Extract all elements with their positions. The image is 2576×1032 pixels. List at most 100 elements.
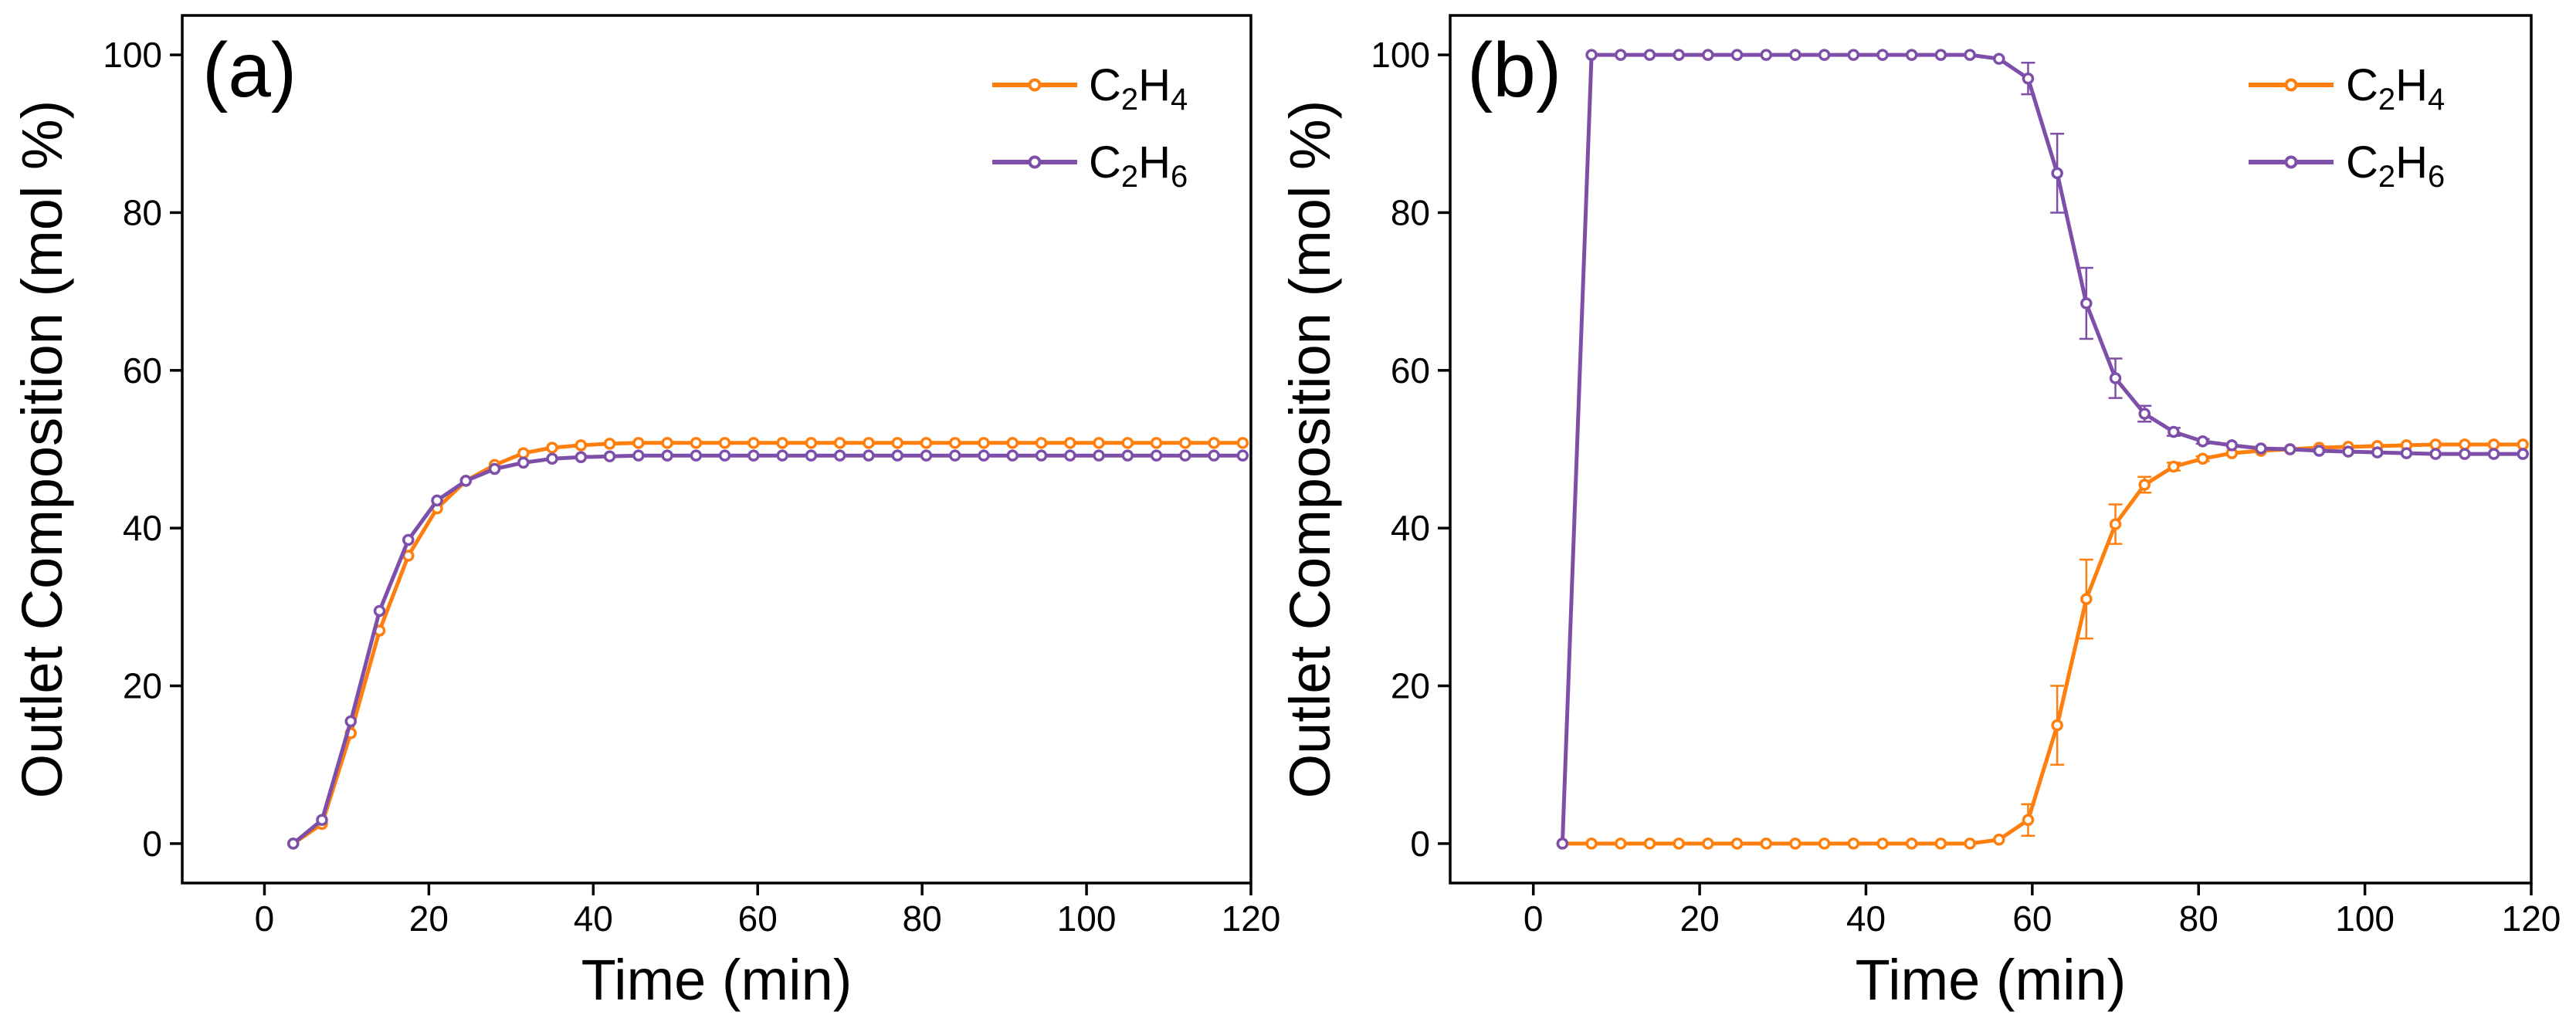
data-point-c2h4	[2487, 438, 2500, 451]
legend-label-c2h4-a: C2H4	[1089, 60, 1188, 117]
data-point-c2h6	[1847, 49, 1860, 61]
data-point-c2h6	[431, 494, 443, 507]
data-point-c2h4	[1585, 837, 1598, 850]
data-point-c2h4	[1702, 837, 1714, 850]
data-point-c2h6	[2196, 435, 2209, 448]
data-point-c2h4	[2080, 593, 2093, 605]
data-point-c2h4	[1673, 837, 1685, 850]
data-point-c2h6	[546, 452, 558, 465]
data-point-c2h4	[1121, 437, 1134, 449]
legend-b: C2H4 C2H6	[2249, 60, 2445, 194]
data-point-c2h6	[718, 449, 731, 462]
data-point-c2h6	[1760, 49, 1772, 61]
legend-marker-c2h4-a	[1028, 78, 1042, 92]
data-point-c2h4	[2459, 438, 2471, 451]
data-point-c2h4	[2517, 438, 2529, 451]
data-point-c2h6	[1615, 49, 1627, 61]
data-point-c2h6	[373, 604, 386, 618]
x-tick-label: 60	[2012, 898, 2052, 939]
y-tick-label: 60	[1391, 350, 1430, 391]
data-point-c2h6	[2168, 425, 2180, 438]
x-axis-label-a: Time (min)	[581, 948, 852, 1012]
x-tick-label: 20	[1679, 898, 1719, 939]
data-point-c2h4	[2022, 814, 2035, 827]
data-point-c2h6	[1702, 49, 1714, 61]
series-line-c2h4	[292, 441, 1243, 845]
data-point-c2h4	[1934, 837, 1947, 850]
series-c2h6	[1556, 49, 2529, 850]
data-point-c2h4	[1150, 437, 1163, 449]
data-point-c2h6	[603, 450, 616, 462]
data-point-c2h4	[546, 442, 558, 454]
data-point-c2h6	[1035, 449, 1048, 462]
x-tick-label: 40	[1846, 898, 1886, 939]
legend-label-c2h6-b: C2H6	[2346, 137, 2445, 194]
data-point-c2h4	[1905, 837, 1918, 850]
panel-a: (a) Time (min) Outlet Composition (mol %…	[10, 14, 1280, 1012]
data-point-c2h6	[2255, 442, 2267, 455]
data-point-c2h6	[402, 533, 415, 546]
plot-frame-a	[181, 14, 1252, 885]
data-point-c2h4	[603, 438, 616, 450]
x-tick-label: 0	[255, 898, 275, 939]
data-point-c2h6	[1673, 49, 1685, 61]
data-point-c2h6	[1064, 449, 1076, 462]
data-point-c2h6	[2313, 445, 2326, 457]
y-tick-label: 20	[1391, 666, 1430, 706]
data-point-c2h6	[2225, 439, 2239, 452]
data-point-c2h6	[1208, 449, 1220, 462]
data-point-c2h6	[2138, 408, 2151, 420]
data-point-c2h6	[2517, 448, 2529, 460]
data-point-c2h4	[1964, 837, 1976, 850]
data-point-c2h6	[661, 449, 673, 462]
data-point-c2h6	[1006, 449, 1019, 462]
data-point-c2h4	[690, 437, 703, 449]
legend-label-c2h4-b: C2H4	[2346, 60, 2445, 117]
data-point-c2h4	[2196, 452, 2209, 465]
x-tick-label: 60	[738, 898, 778, 939]
y-axis-label-b: Outlet Composition (mol %)	[1278, 100, 1342, 799]
data-point-c2h4	[1760, 837, 1772, 850]
data-point-c2h4	[632, 437, 645, 449]
data-point-c2h6	[488, 462, 501, 475]
data-point-c2h4	[1093, 437, 1105, 449]
data-point-c2h4	[517, 447, 530, 459]
data-point-c2h4	[833, 437, 846, 449]
data-point-c2h4	[891, 437, 903, 449]
data-point-c2h6	[1993, 52, 2005, 65]
data-point-c2h6	[1789, 49, 1802, 61]
legend-label-c2h6-a: C2H6	[1089, 137, 1188, 194]
series-c2h6	[286, 449, 1249, 850]
data-point-c2h6	[2283, 443, 2296, 455]
y-tick-label: 0	[142, 824, 162, 864]
x-tick-label: 0	[1524, 898, 1544, 939]
x-tick-label: 100	[2335, 898, 2395, 939]
y-tick-label: 100	[103, 35, 162, 75]
series-line-c2h6	[1560, 52, 2523, 844]
data-point-c2h4	[1643, 837, 1656, 850]
data-point-c2h6	[344, 715, 357, 728]
data-point-c2h4	[1993, 834, 2005, 846]
data-point-c2h6	[891, 449, 903, 462]
series-c2h4	[1556, 438, 2529, 850]
data-point-c2h4	[1035, 437, 1048, 449]
data-point-c2h4	[575, 439, 588, 452]
data-point-c2h6	[286, 837, 300, 850]
data-point-c2h6	[2109, 372, 2122, 384]
data-point-c2h6	[575, 451, 588, 463]
data-point-c2h4	[978, 437, 990, 449]
data-point-c2h4	[1236, 437, 1249, 449]
data-point-c2h4	[2138, 479, 2151, 491]
data-point-c2h6	[920, 449, 933, 462]
series-a	[286, 437, 1249, 850]
data-point-c2h4	[1876, 837, 1889, 850]
data-point-c2h6	[1730, 49, 1744, 61]
y-tick-label: 80	[1391, 192, 1430, 232]
data-point-c2h4	[776, 437, 788, 449]
data-point-c2h4	[1847, 837, 1860, 850]
data-point-c2h4	[747, 437, 760, 449]
data-point-c2h6	[1934, 49, 1947, 61]
data-point-c2h6	[1818, 49, 1831, 61]
data-point-c2h6	[1905, 49, 1918, 61]
